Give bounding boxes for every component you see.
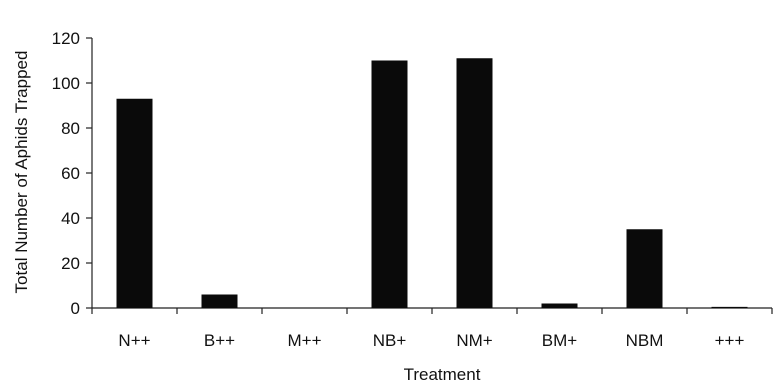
bar-B++	[201, 294, 238, 308]
y-tick-label: 40	[61, 209, 80, 228]
bar-N++	[116, 98, 153, 308]
x-axis-title: Treatment	[404, 365, 481, 384]
y-axis-title: Total Number of Aphids Trapped	[12, 51, 31, 294]
bars	[116, 58, 748, 308]
bar-+++	[711, 306, 748, 308]
x-tick-label: B++	[204, 331, 235, 350]
tick-labels: 0 20 40 60 80 100 120 N++ B++ M++ NB+ NM+ BM+ NBM +++	[52, 29, 745, 350]
y-tick-label: 60	[61, 164, 80, 183]
y-tick-label: 80	[61, 119, 80, 138]
x-tick-label: NM+	[456, 331, 492, 350]
x-tick-label: NB+	[373, 331, 407, 350]
y-tick-label: 120	[52, 29, 80, 48]
bar-NBM	[626, 229, 663, 308]
x-tick-label: BM+	[542, 331, 578, 350]
x-tick-label: +++	[715, 331, 745, 350]
bar-NB+	[371, 60, 408, 308]
x-tick-label: NBM	[626, 331, 664, 350]
bar-NM+	[456, 58, 493, 308]
bar-BM+	[541, 303, 578, 308]
x-tick-label: M++	[287, 331, 321, 350]
y-tick-label: 0	[71, 299, 80, 318]
y-tick-label: 20	[61, 254, 80, 273]
x-tick-label: N++	[118, 331, 150, 350]
axes	[86, 37, 773, 314]
y-tick-label: 100	[52, 74, 80, 93]
